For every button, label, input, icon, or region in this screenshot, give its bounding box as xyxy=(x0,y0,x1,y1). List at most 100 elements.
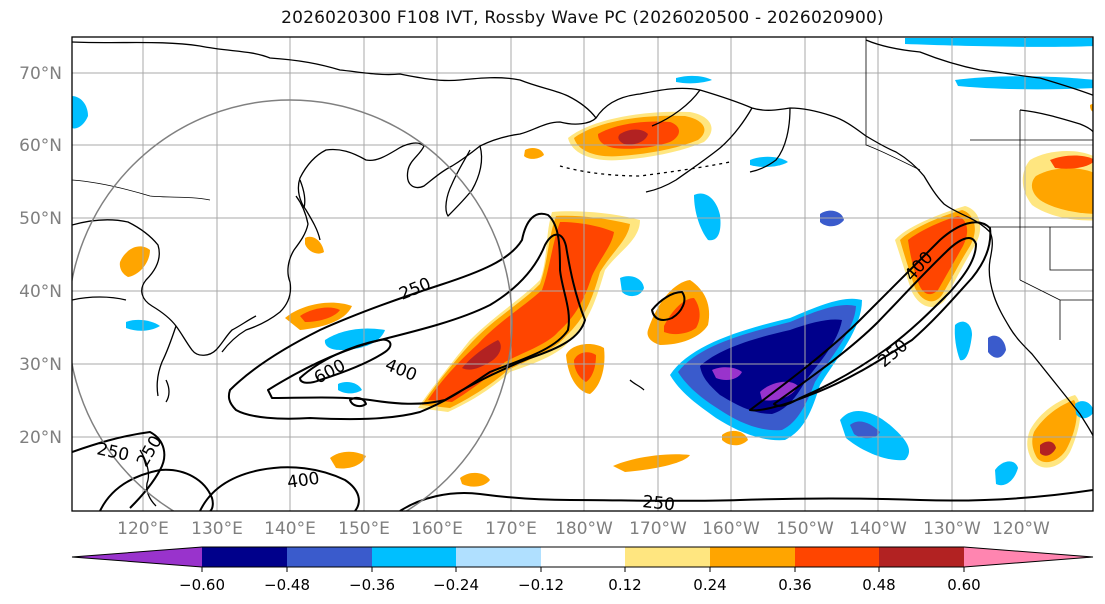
coast-aleutians xyxy=(559,161,731,177)
anomaly-positive-small-3-core xyxy=(300,307,340,322)
anomaly-negative-east-blob-inner xyxy=(850,421,880,439)
lon-label-120e: 120°E xyxy=(117,519,169,539)
ivt-contour-600-asia xyxy=(299,338,392,384)
colorbar-label-3: −0.24 xyxy=(433,576,479,594)
anomaly-negative-small-14 xyxy=(676,75,712,84)
colorbar-segment-8 xyxy=(795,547,879,567)
coast-kamchatka xyxy=(445,145,483,217)
colorbar-segment-1 xyxy=(202,547,287,567)
colorbar-label-0: −0.60 xyxy=(179,576,225,594)
anomaly-positive-east-red xyxy=(1040,441,1056,456)
coast-siberia xyxy=(72,41,597,241)
border-us-states xyxy=(1019,227,1093,340)
coast-japan xyxy=(221,195,309,353)
ivt-contours xyxy=(72,212,1093,511)
colorbar-label-4: −0.12 xyxy=(518,576,564,594)
great-circle xyxy=(72,99,513,511)
ivt-contour-small-ring-2 xyxy=(349,396,367,408)
ivt-contour-400-asia xyxy=(267,233,586,405)
figure-title: 2026020300 F108 IVT, Rossby Wave PC (202… xyxy=(281,8,884,28)
lon-label-130w: 130°W xyxy=(923,519,981,539)
ivt-contour-250-asia xyxy=(227,212,570,421)
ivt-contour-250-south xyxy=(72,431,1093,511)
anomaly-negative-small-10 xyxy=(955,76,1093,90)
anomaly-positive-small-1-core xyxy=(664,298,700,335)
ivt-contour-400-npac xyxy=(773,237,977,407)
coast-arctic-canada xyxy=(865,39,1093,133)
anomaly-positive-small-6 xyxy=(613,454,690,472)
lon-label-130e: 130°E xyxy=(191,519,243,539)
lat-label-20n: 20°N xyxy=(19,428,62,448)
lon-label-150e: 150°E xyxy=(338,519,390,539)
colorbar-label-2: −0.36 xyxy=(349,576,395,594)
border-alaska-canada xyxy=(865,37,921,171)
ivt-label-250-south: 250 xyxy=(641,492,675,515)
lon-label-180w: 180°W xyxy=(555,519,613,539)
colorbar-label-7: 0.36 xyxy=(778,576,811,594)
lat-label-60n: 60°N xyxy=(19,136,62,156)
anomaly-negative-small-7 xyxy=(324,328,385,350)
lat-label-70n: 70°N xyxy=(19,64,62,84)
anomaly-positive-canada-orange xyxy=(1031,168,1093,214)
lon-label-160w: 160°W xyxy=(702,519,760,539)
colorbar-extend-min xyxy=(72,547,202,567)
anomaly-negative-small-12 xyxy=(750,156,788,167)
anomaly-positive-small-10 xyxy=(1090,103,1093,112)
anomaly-negative-small-6 xyxy=(995,461,1018,486)
colorbar-segment-6 xyxy=(625,547,710,567)
anomaly-positive-bering-core xyxy=(618,129,648,145)
border-china-mongolia xyxy=(72,179,211,201)
lon-label-120w: 120°W xyxy=(992,519,1050,539)
colorbar-extend-max xyxy=(964,547,1093,567)
ivt-contour-250-tropics xyxy=(99,468,214,511)
colorbar-label-9: 0.60 xyxy=(947,576,980,594)
anomaly-negative-small-5 xyxy=(988,335,1006,358)
anomaly-negative-small-9 xyxy=(72,96,88,129)
anomaly-negative-main-navy xyxy=(700,319,842,414)
colorbar-segment-5 xyxy=(541,547,625,567)
ivt-label-400-south: 400 xyxy=(286,469,321,493)
lat-label-40n: 40°N xyxy=(19,282,62,302)
colorbar-segment-7 xyxy=(710,547,795,567)
lon-label-140e: 140°E xyxy=(264,519,316,539)
colorbar-ticks xyxy=(201,567,965,572)
anomaly-positive-small-11 xyxy=(305,236,324,254)
coast-sakhalin xyxy=(299,179,306,209)
anomaly-positive-canada-red xyxy=(1050,155,1093,169)
coast-north-america xyxy=(988,231,1093,437)
colorbar-label-8: 0.48 xyxy=(862,576,895,594)
coast-hawaii xyxy=(629,379,645,391)
colorbar-label-1: −0.48 xyxy=(264,576,310,594)
map-frame xyxy=(71,36,1094,512)
lon-label-140w: 140°W xyxy=(849,519,907,539)
lon-label-150w: 150°W xyxy=(776,519,834,539)
coast-taiwan xyxy=(165,379,170,403)
longitude-labels: 120°E 130°E 140°E 150°E 160°E 170°E 180°… xyxy=(117,519,1050,539)
anomaly-negative-small-15 xyxy=(338,382,362,394)
lon-label-170w: 170°W xyxy=(629,519,687,539)
anomaly-positive-small-5 xyxy=(330,451,366,469)
anomaly-positive-small-7 xyxy=(460,472,490,487)
colorbar-label-6: 0.24 xyxy=(693,576,726,594)
colorbar-segment-9 xyxy=(879,547,964,567)
ivt-contour-250-npac xyxy=(749,221,992,412)
anomaly-negative-small-4 xyxy=(954,321,972,361)
anomaly-positive-small-9 xyxy=(524,147,544,159)
ivt-contour-small-ring xyxy=(651,291,686,321)
anomaly-positive-small-8 xyxy=(722,430,748,446)
map-layers: 250 400 600 400 250 400 250 250 250 xyxy=(72,37,1093,515)
anomaly-positive-small-2-core xyxy=(574,352,596,382)
gridlines xyxy=(72,37,1093,511)
colorbar: −0.60 −0.48 −0.36 −0.24 −0.12 0.12 0.24 … xyxy=(71,546,1094,594)
ivt-contour-400-south xyxy=(199,466,360,511)
border-canada-provinces xyxy=(970,110,1093,227)
lat-label-30n: 30°N xyxy=(19,355,62,375)
anomaly-negative-small-1 xyxy=(694,193,721,241)
lon-label-160e: 160°E xyxy=(411,519,463,539)
coast-alaska xyxy=(595,87,991,233)
colorbar-segment-3 xyxy=(372,547,456,567)
coast-philippines xyxy=(139,449,157,507)
colorbar-segment-4 xyxy=(456,547,541,567)
boundaries xyxy=(72,37,1093,340)
